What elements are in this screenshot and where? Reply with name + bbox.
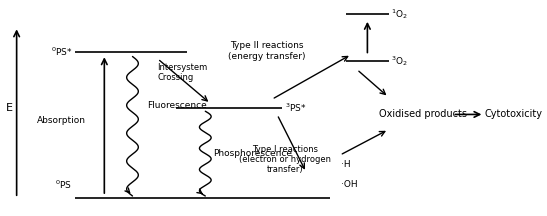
Text: Type I reactions
(electron or hydrogen
transfer): Type I reactions (electron or hydrogen t… [239,145,331,174]
Text: Type II reactions
(energy transfer): Type II reactions (energy transfer) [228,41,305,61]
Text: ·OH: ·OH [341,180,357,189]
Text: E: E [6,103,13,113]
Text: $^{1}$O$_{2}$: $^{1}$O$_{2}$ [391,7,408,21]
Text: Phosphorescence: Phosphorescence [213,149,292,157]
Text: $^{0}$PS*: $^{0}$PS* [51,46,72,58]
Text: Intersystem
Crossing: Intersystem Crossing [158,63,208,82]
Text: ·H: ·H [341,160,351,169]
Text: $^{3}$PS*: $^{3}$PS* [285,102,307,114]
Text: Oxidised products: Oxidised products [379,110,467,119]
Text: Cytotoxicity: Cytotoxicity [485,110,543,119]
Text: Fluorescence: Fluorescence [147,101,207,110]
Text: $^{0}$PS: $^{0}$PS [55,179,72,191]
Text: Absorption: Absorption [37,116,86,125]
Text: $^{3}$O$_{2}$: $^{3}$O$_{2}$ [391,54,408,68]
